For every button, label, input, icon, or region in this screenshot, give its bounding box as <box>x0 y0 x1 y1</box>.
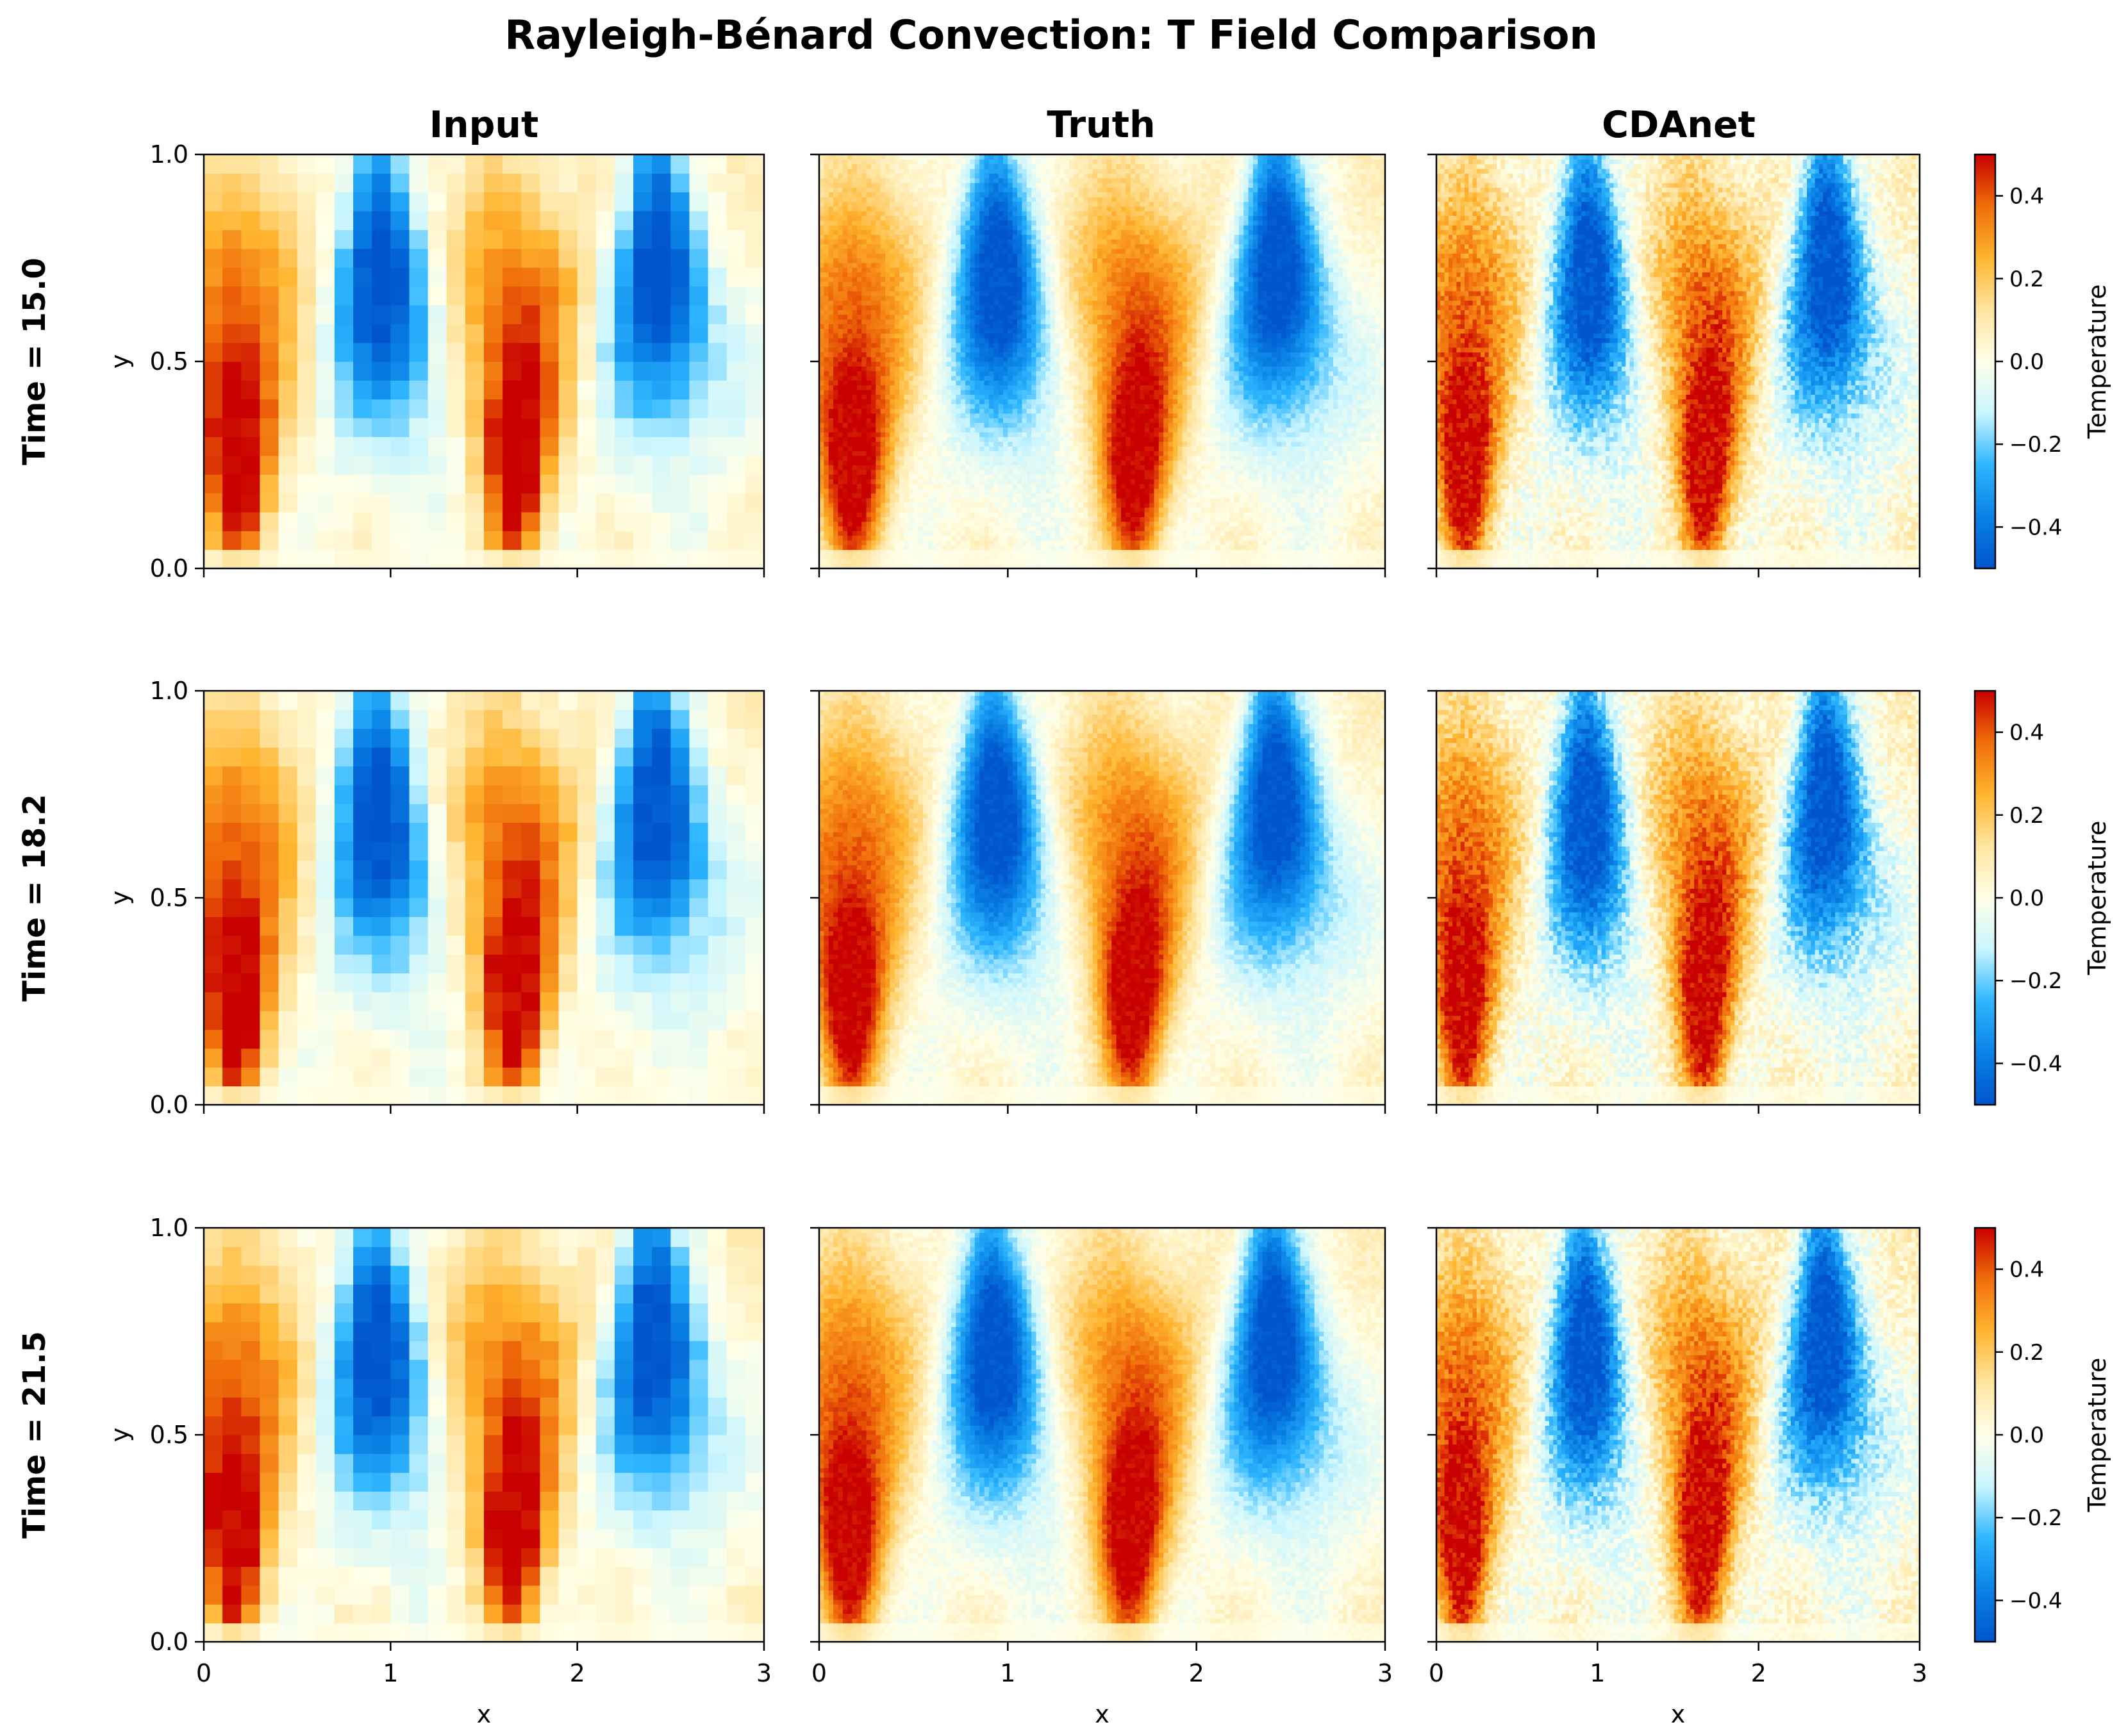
y-tick-label: 0.0 <box>150 1091 188 1119</box>
y-tick-label: 0.5 <box>150 884 188 912</box>
colorbar-tick-label: −0.4 <box>2009 1588 2063 1614</box>
x-tick-label: 2 <box>570 1659 585 1687</box>
y-tick-label: 1.0 <box>150 677 188 705</box>
colorbar-tick-label: 0.4 <box>2009 184 2044 210</box>
heatmap-panel-truth-0 <box>810 154 1386 577</box>
y-tick-label: 0.0 <box>150 554 188 583</box>
colorbar-tick-label: 0.0 <box>2009 349 2044 375</box>
y-tick-label: 0.5 <box>150 347 188 376</box>
x-tick-label: 1 <box>383 1659 398 1687</box>
heatmap-panel-cdanet-2: 0 1 2 3 x <box>1427 1228 1927 1728</box>
colorbar-tick-label: −0.2 <box>2009 968 2063 994</box>
x-axis-label: x <box>1671 1700 1686 1728</box>
row-label-time: Time = 18.2 <box>17 794 53 1002</box>
x-tick-label: 3 <box>1377 1659 1393 1687</box>
column-title-truth: Truth <box>1047 104 1155 146</box>
x-tick-label: 2 <box>1751 1659 1766 1687</box>
heatmap-panel-input-1: 0.0 0.5 1.0 y <box>106 677 765 1119</box>
colorbar-label: Temperature <box>2083 285 2111 440</box>
colorbar: −0.4 −0.2 0.0 0.2 0.4 Temperature <box>1975 1228 2111 1642</box>
colorbar-tick-label: −0.2 <box>2009 432 2063 458</box>
heatmap-panel-cdanet-0 <box>1427 154 1920 577</box>
colorbar-tick-label: −0.4 <box>2009 515 2063 540</box>
x-tick-label: 3 <box>1912 1659 1927 1687</box>
x-tick-label: 0 <box>811 1659 827 1687</box>
colorbar-tick-label: 0.2 <box>2009 1340 2044 1366</box>
colorbar-tick-label: 0.0 <box>2009 886 2044 911</box>
y-axis-label: y <box>106 1428 134 1443</box>
row-label-time: Time = 21.5 <box>17 1331 53 1539</box>
row-label-time: Time = 15.0 <box>17 258 53 465</box>
colorbar: −0.4 −0.2 0.0 0.2 0.4 Temperature <box>1975 154 2111 568</box>
chart-title: Rayleigh-Bénard Convection: T Field Comp… <box>504 12 1597 58</box>
column-title-cdanet: CDAnet <box>1602 104 1756 146</box>
y-tick-label: 0.5 <box>150 1421 188 1449</box>
colorbar-tick-label: 0.2 <box>2009 267 2044 292</box>
x-axis-label: x <box>1095 1700 1109 1728</box>
heatmap-grid: 0.0 0.5 1.0 y 0.0 0.5 1.0 y 0 1 2 3 0.0 0.5 1.0 x y 0 1 2 3 x… <box>106 140 1927 1728</box>
heatmap-panel-cdanet-1 <box>1427 691 1920 1114</box>
y-axis-label: y <box>106 354 134 369</box>
colorbar-tick-label: −0.2 <box>2009 1505 2063 1531</box>
x-tick-label: 1 <box>1000 1659 1015 1687</box>
colorbar-label: Temperature <box>2083 1358 2111 1513</box>
heatmap-panel-input-2: 0 1 2 3 0.0 0.5 1.0 x y <box>106 1214 772 1728</box>
heatmap-panel-truth-1 <box>810 691 1386 1114</box>
x-tick-label: 0 <box>1429 1659 1444 1687</box>
colorbar-tick-label: −0.4 <box>2009 1051 2063 1077</box>
x-tick-label: 3 <box>756 1659 772 1687</box>
x-tick-label: 0 <box>196 1659 212 1687</box>
heatmap-panel-truth-2: 0 1 2 3 x <box>810 1228 1393 1728</box>
heatmap-panel-input-0: 0.0 0.5 1.0 y <box>106 140 765 583</box>
x-tick-label: 1 <box>1590 1659 1605 1687</box>
y-tick-label: 0.0 <box>150 1628 188 1656</box>
x-axis-label: x <box>477 1700 492 1728</box>
colorbar-tick-label: 0.4 <box>2009 1257 2044 1283</box>
y-tick-label: 1.0 <box>150 140 188 169</box>
x-tick-label: 2 <box>1189 1659 1204 1687</box>
colorbar-label: Temperature <box>2083 821 2111 976</box>
y-axis-label: y <box>106 891 134 905</box>
colorbar-tick-label: 0.0 <box>2009 1423 2044 1448</box>
y-tick-label: 1.0 <box>150 1214 188 1242</box>
column-title-input: Input <box>429 104 538 146</box>
colorbar: −0.4 −0.2 0.0 0.2 0.4 Temperature <box>1975 691 2111 1105</box>
colorbar-tick-label: 0.2 <box>2009 803 2044 829</box>
colorbar-tick-label: 0.4 <box>2009 720 2044 746</box>
